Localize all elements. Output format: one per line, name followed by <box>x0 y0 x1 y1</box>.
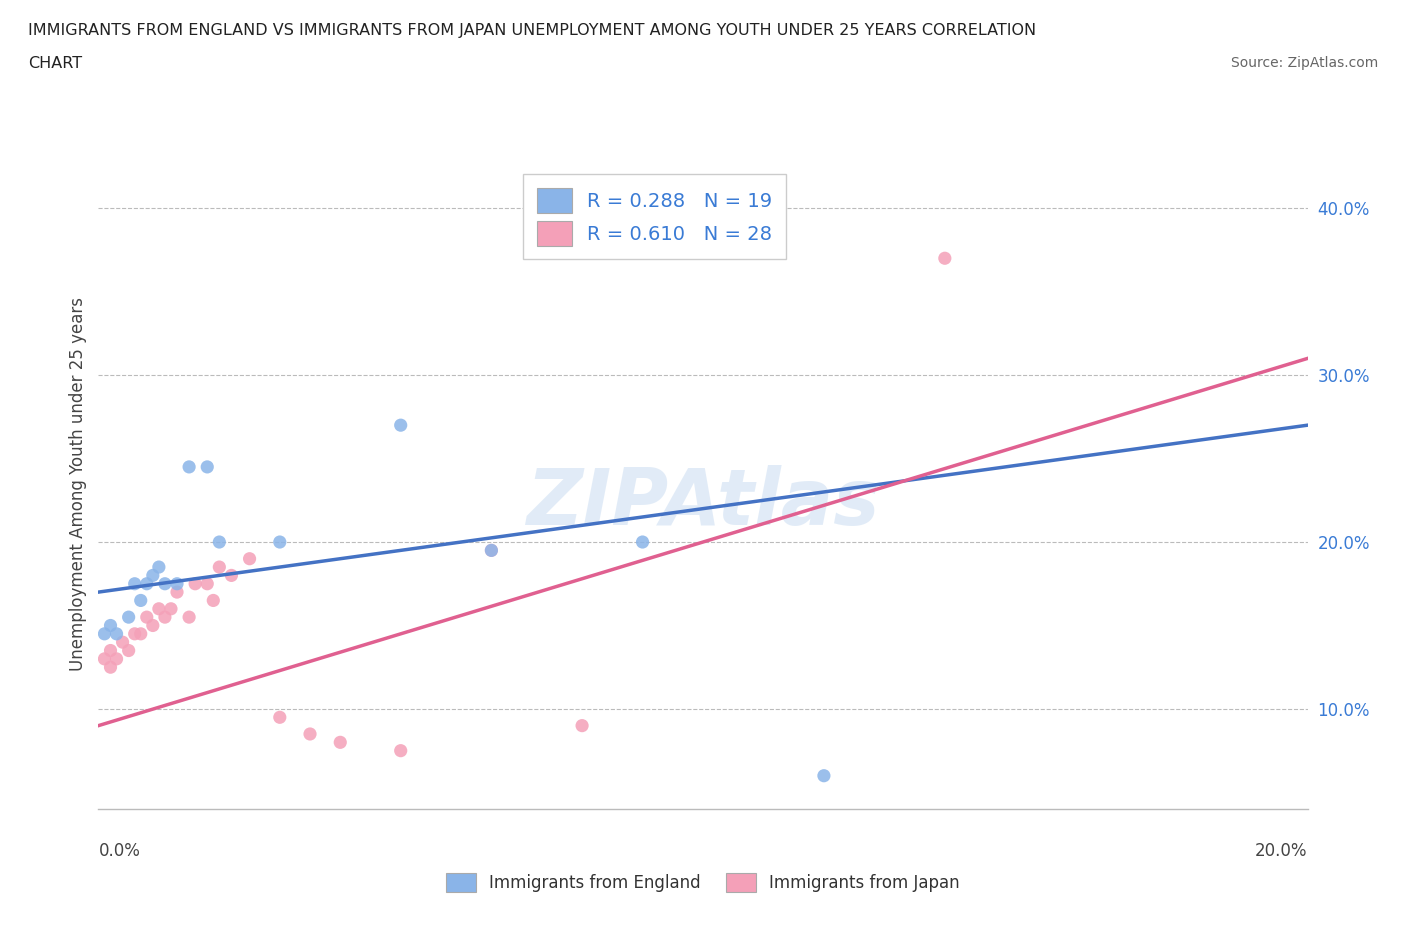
Point <box>118 610 141 625</box>
Point <box>195 577 218 591</box>
Y-axis label: Unemployment Among Youth under 25 years: Unemployment Among Youth under 25 years <box>69 297 87 671</box>
Point <box>269 535 291 550</box>
Text: 20.0%: 20.0% <box>1256 842 1308 860</box>
Point <box>142 618 165 633</box>
Point <box>184 577 207 591</box>
Point <box>571 718 593 733</box>
Point <box>124 627 146 642</box>
Point <box>111 635 134 650</box>
Point <box>202 593 225 608</box>
Point <box>239 551 262 566</box>
Point <box>221 568 243 583</box>
Text: Source: ZipAtlas.com: Source: ZipAtlas.com <box>1230 56 1378 70</box>
Point <box>934 251 956 266</box>
Point <box>389 743 412 758</box>
Point <box>153 577 176 591</box>
Point <box>166 585 188 600</box>
Point <box>93 627 115 642</box>
Point <box>813 768 835 783</box>
Point <box>160 602 183 617</box>
Point <box>105 651 128 666</box>
Point <box>124 577 146 591</box>
Legend: Immigrants from England, Immigrants from Japan: Immigrants from England, Immigrants from… <box>439 866 967 898</box>
Point <box>142 568 165 583</box>
Point <box>177 459 201 474</box>
Point <box>329 735 352 750</box>
Point <box>129 593 152 608</box>
Point <box>177 610 201 625</box>
Text: IMMIGRANTS FROM ENGLAND VS IMMIGRANTS FROM JAPAN UNEMPLOYMENT AMONG YOUTH UNDER : IMMIGRANTS FROM ENGLAND VS IMMIGRANTS FR… <box>28 23 1036 38</box>
Point <box>631 535 654 550</box>
Point <box>148 602 170 617</box>
Point <box>100 643 122 658</box>
Point <box>269 710 291 724</box>
Point <box>100 659 122 674</box>
Point <box>135 577 157 591</box>
Text: 0.0%: 0.0% <box>98 842 141 860</box>
Point <box>166 577 188 591</box>
Point <box>118 643 141 658</box>
Point <box>208 535 231 550</box>
Point <box>481 543 503 558</box>
Point <box>129 627 152 642</box>
Point <box>208 560 231 575</box>
Point <box>299 726 322 741</box>
Text: ZIPAtlas: ZIPAtlas <box>526 465 880 541</box>
Point <box>153 610 176 625</box>
Legend: R = 0.288   N = 19, R = 0.610   N = 28: R = 0.288 N = 19, R = 0.610 N = 28 <box>523 174 786 259</box>
Point <box>105 627 128 642</box>
Point <box>93 651 115 666</box>
Point <box>148 560 170 575</box>
Point <box>135 610 157 625</box>
Point <box>100 618 122 633</box>
Point <box>195 459 218 474</box>
Point <box>389 418 412 432</box>
Point <box>481 543 503 558</box>
Text: CHART: CHART <box>28 56 82 71</box>
